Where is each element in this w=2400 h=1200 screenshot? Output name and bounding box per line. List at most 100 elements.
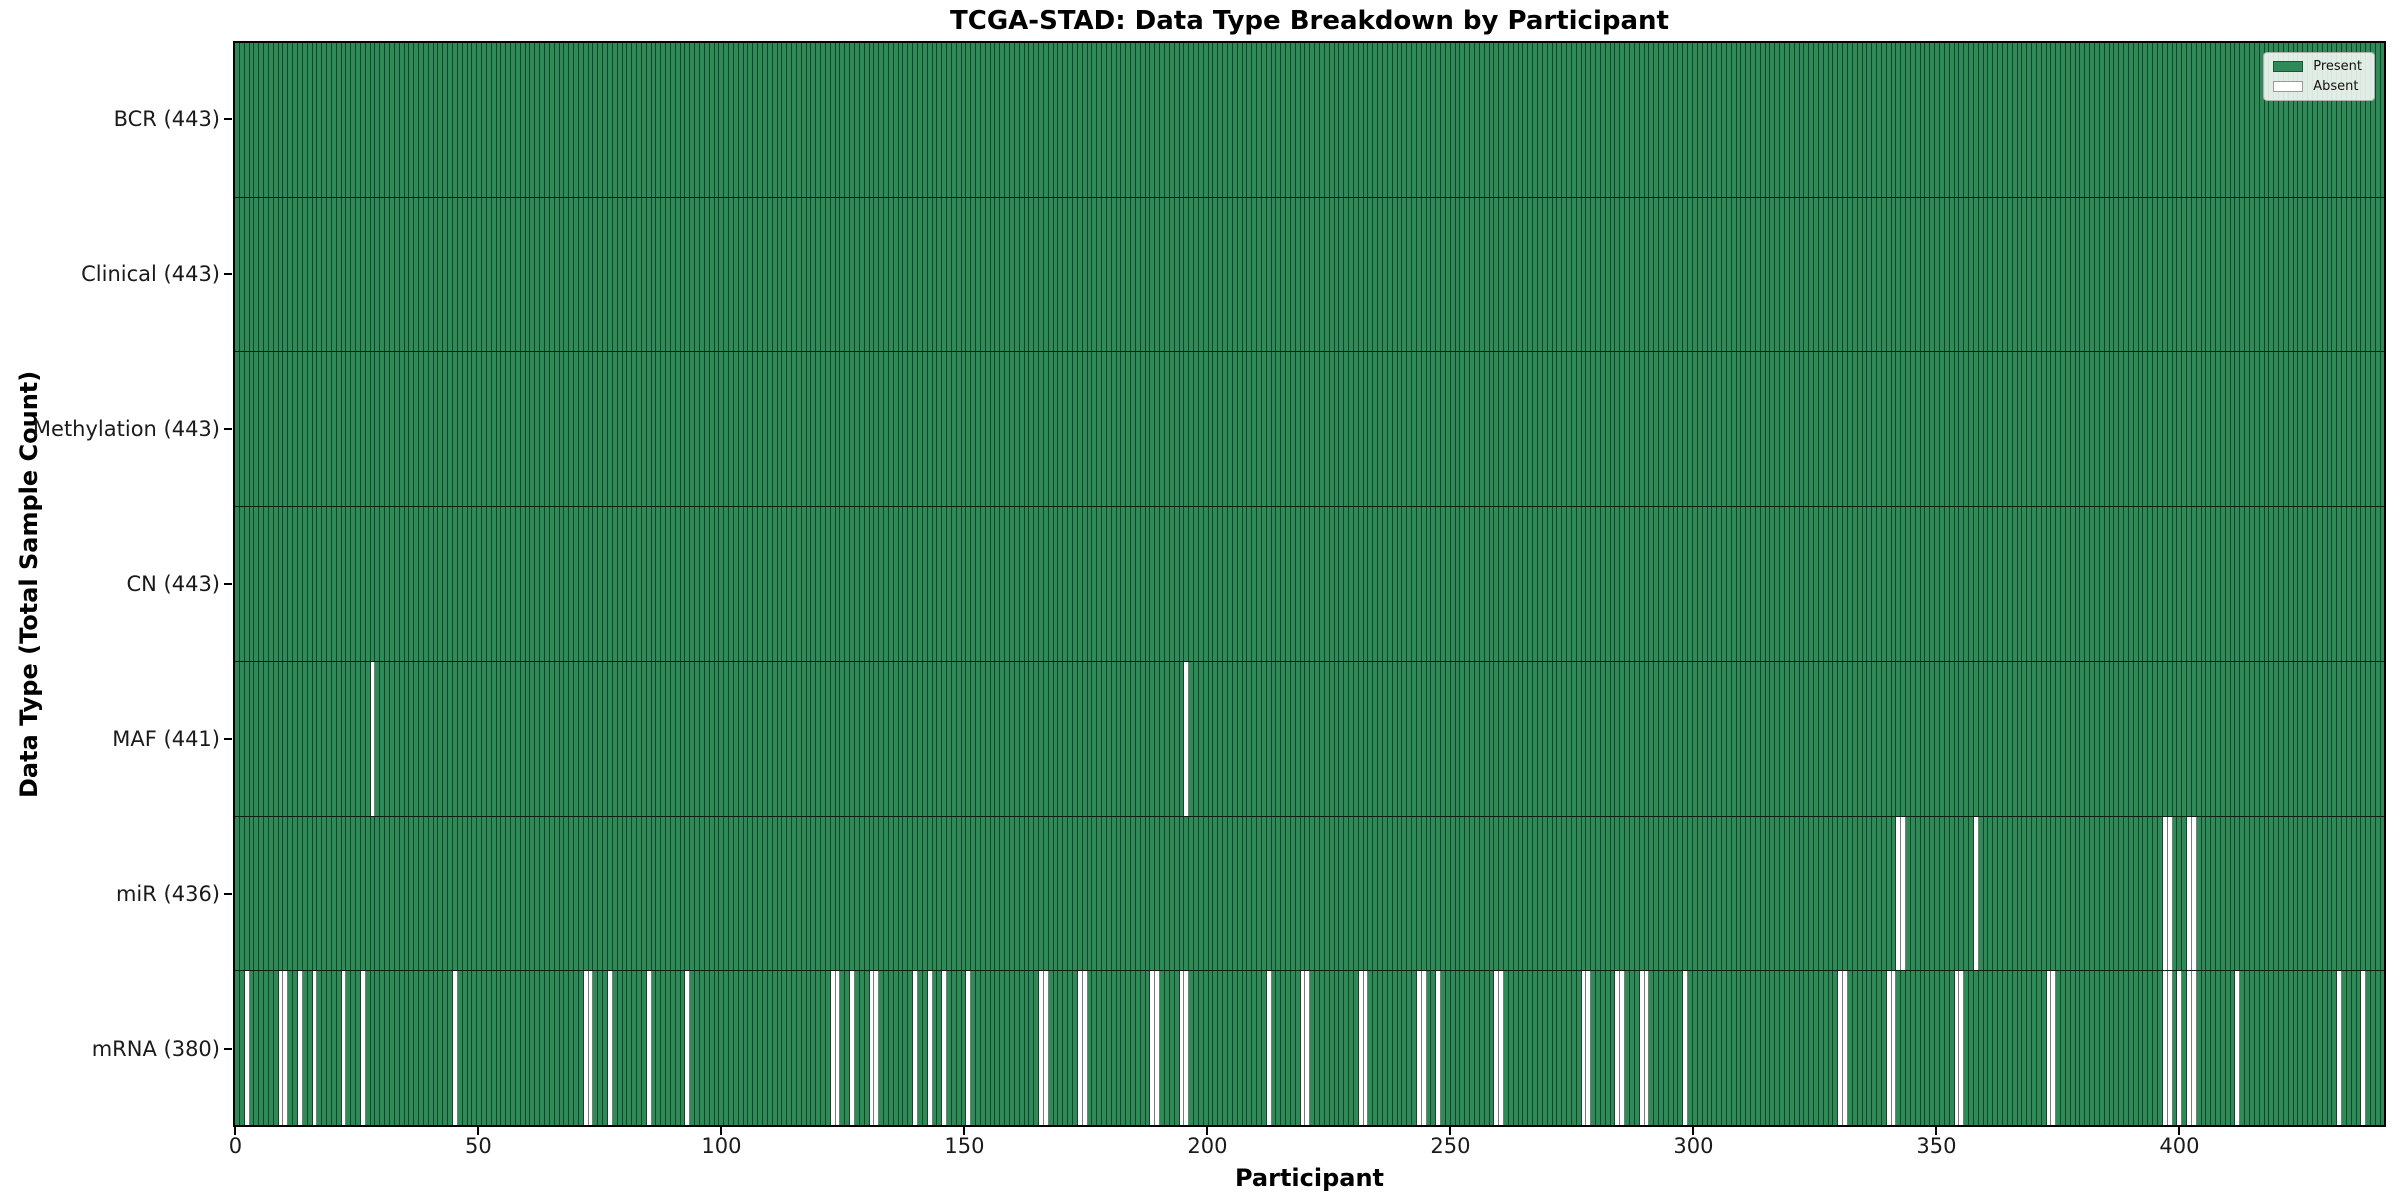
row-Clinical [235, 197, 2384, 353]
cell-present [913, 197, 918, 352]
cell-present [1465, 352, 1471, 507]
cell-present [1068, 816, 1073, 971]
cell-present [1426, 352, 1432, 507]
cell-present [1789, 352, 1795, 507]
cell-present [2090, 352, 2095, 507]
cell-present [956, 661, 962, 816]
cell-present [1504, 661, 1509, 816]
cell-present [1068, 507, 1073, 661]
cell-absent [1358, 971, 1364, 1126]
cell-present [1174, 43, 1180, 197]
cell-present [1043, 661, 1049, 816]
cell-absent [1150, 971, 1156, 1126]
cell-present [1925, 507, 1931, 661]
cell-present [554, 43, 560, 197]
cell-present [2293, 507, 2299, 661]
cell-present [1731, 661, 1737, 816]
cell-present [346, 816, 352, 971]
cell-present [782, 816, 788, 971]
cell-present [1276, 352, 1282, 507]
cell-present [1988, 43, 1994, 197]
cell-present [1557, 43, 1563, 197]
cell-present [535, 507, 541, 661]
cell-present [1247, 197, 1253, 352]
cell-present [1867, 197, 1873, 352]
cell-present [2288, 352, 2294, 507]
cell-present [2032, 971, 2037, 1126]
cell-present [399, 507, 405, 661]
cell-present [1353, 507, 1359, 661]
cell-present [1286, 971, 1291, 1126]
cell-present [695, 352, 700, 507]
cell-present [448, 816, 453, 971]
cell-present [1765, 43, 1771, 197]
cell-present [1852, 816, 1858, 971]
cell-present [1344, 971, 1350, 1126]
cell-present [457, 661, 463, 816]
cell-present [1005, 43, 1010, 197]
cell-present [1179, 352, 1185, 507]
cell-present [2201, 507, 2207, 661]
cell-present [1823, 507, 1829, 661]
cell-present [1373, 816, 1379, 971]
cell-present [530, 507, 536, 661]
cell-present [2153, 197, 2158, 352]
cell-present [1266, 43, 1272, 197]
cell-present [1363, 816, 1369, 971]
cell-present [1329, 816, 1335, 971]
cell-present [903, 507, 909, 661]
cell-present [2177, 197, 2183, 352]
cell-present [825, 971, 831, 1126]
cell-present [1382, 971, 1388, 1126]
cell-present [980, 197, 986, 352]
cell-present [1111, 971, 1117, 1126]
cell-present [1896, 197, 1902, 352]
cell-present [1508, 43, 1514, 197]
cell-present [641, 507, 647, 661]
cell-present [1475, 507, 1480, 661]
cell-present [1838, 43, 1844, 197]
cell-present [2148, 971, 2154, 1126]
cell-present [1213, 43, 1219, 197]
cell-present [2206, 971, 2212, 1126]
cell-present [2375, 661, 2381, 816]
cell-present [1043, 352, 1049, 507]
cell-present [2095, 661, 2100, 816]
cell-present [767, 971, 773, 1126]
cell-present [302, 971, 308, 1126]
cell-present [724, 197, 730, 352]
cell-present [1184, 816, 1190, 971]
cell-present [1615, 43, 1621, 197]
cell-present [2303, 816, 2309, 971]
cell-present [2085, 816, 2091, 971]
cell-present [2342, 197, 2347, 352]
cell-present [1470, 971, 1475, 1126]
cell-present [801, 816, 807, 971]
cell-present [264, 352, 269, 507]
cell-present [825, 816, 831, 971]
cell-present [1901, 661, 1907, 816]
cell-present [966, 661, 972, 816]
cell-present [1838, 507, 1844, 661]
cell-present [1881, 816, 1887, 971]
cell-present [399, 816, 405, 971]
cell-present [1591, 816, 1597, 971]
cell-present [1620, 661, 1626, 816]
cell-present [714, 352, 720, 507]
cell-present [1847, 971, 1853, 1126]
cell-present [1891, 197, 1897, 352]
cell-present [1896, 661, 1902, 816]
cell-present [1121, 43, 1127, 197]
cell-present [1111, 197, 1117, 352]
cell-present [937, 971, 943, 1126]
cell-present [268, 43, 274, 197]
cell-present [2012, 507, 2018, 661]
cell-present [2283, 197, 2289, 352]
cell-present [1746, 971, 1752, 1126]
cell-present [1053, 971, 1059, 1126]
cell-present [932, 661, 938, 816]
cell-present [2090, 816, 2095, 971]
cell-present [2230, 197, 2236, 352]
cell-present [762, 507, 768, 661]
cell-present [1218, 661, 1224, 816]
